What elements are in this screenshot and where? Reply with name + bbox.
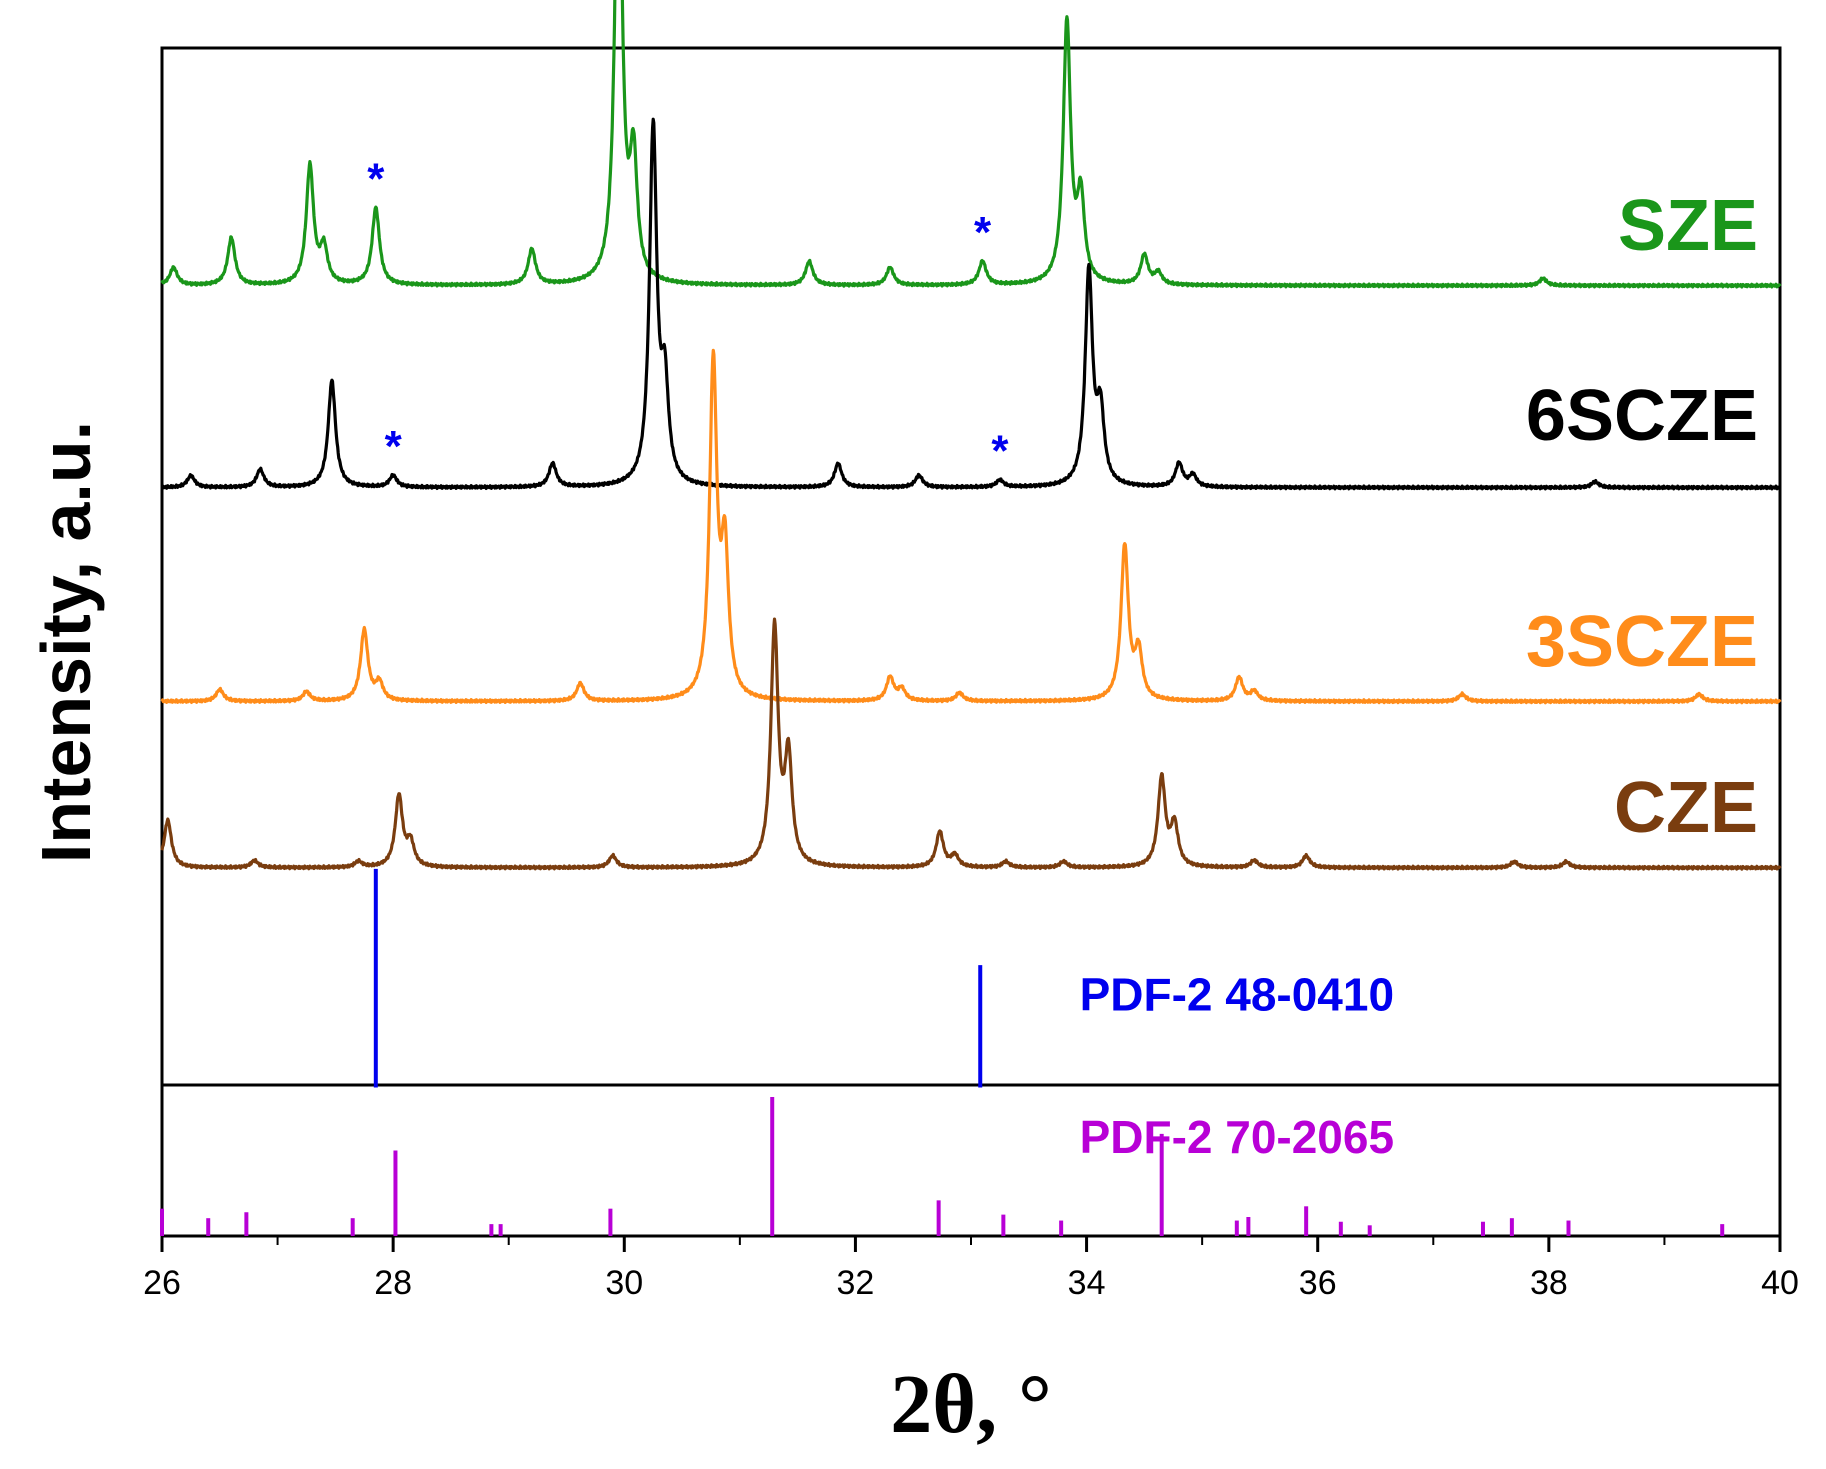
x-axis-ticks: 26 28 30 32 34 36 38 40 [143,1236,1799,1302]
x-tick-label-34: 34 [1068,1264,1106,1302]
x-tick-label-26: 26 [143,1264,181,1302]
impurity-star-marker: * [367,154,385,203]
x-tick-label-30: 30 [605,1264,643,1302]
reference-label-pdf-2-70-2065: PDF-2 70-2065 [1080,1111,1395,1163]
impurity-star-marker: * [974,208,992,257]
x-tick-label-40: 40 [1761,1264,1799,1302]
series-layer [160,0,1782,871]
label-layer: SZE * * 6SCZE * * 3SCZE CZE PDF-2 48-0410 PDF-2 7… [367,154,1758,1163]
series-line-6scze [160,117,1782,491]
x-tick-label-36: 36 [1299,1264,1337,1302]
impurity-star-marker: * [991,427,1009,476]
series-line-3scze [160,348,1782,705]
series-line-sze [160,0,1782,289]
x-tick-label-38: 38 [1530,1264,1568,1302]
series-label-3scze: 3SCZE [1526,602,1758,682]
series-label-cze: CZE [1614,768,1758,848]
impurity-star-marker: * [385,422,403,471]
series-line-cze [160,617,1782,871]
x-axis-title: 2θ, ° [890,1358,1051,1451]
series-label-6scze: 6SCZE [1526,376,1758,456]
reference-label-pdf-2-48-0410: PDF-2 48-0410 [1080,968,1395,1020]
x-tick-label-28: 28 [374,1264,412,1302]
series-label-sze: SZE [1618,186,1758,266]
x-tick-label-32: 32 [837,1264,875,1302]
reference-layer [160,868,1725,1236]
y-axis-title: Intensity, a.u. [27,421,105,863]
